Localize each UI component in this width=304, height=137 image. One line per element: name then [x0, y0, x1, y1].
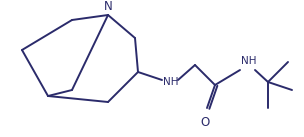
Text: NH: NH [241, 56, 257, 66]
Text: NH: NH [163, 77, 178, 87]
Text: O: O [200, 116, 210, 129]
Text: N: N [104, 0, 112, 13]
